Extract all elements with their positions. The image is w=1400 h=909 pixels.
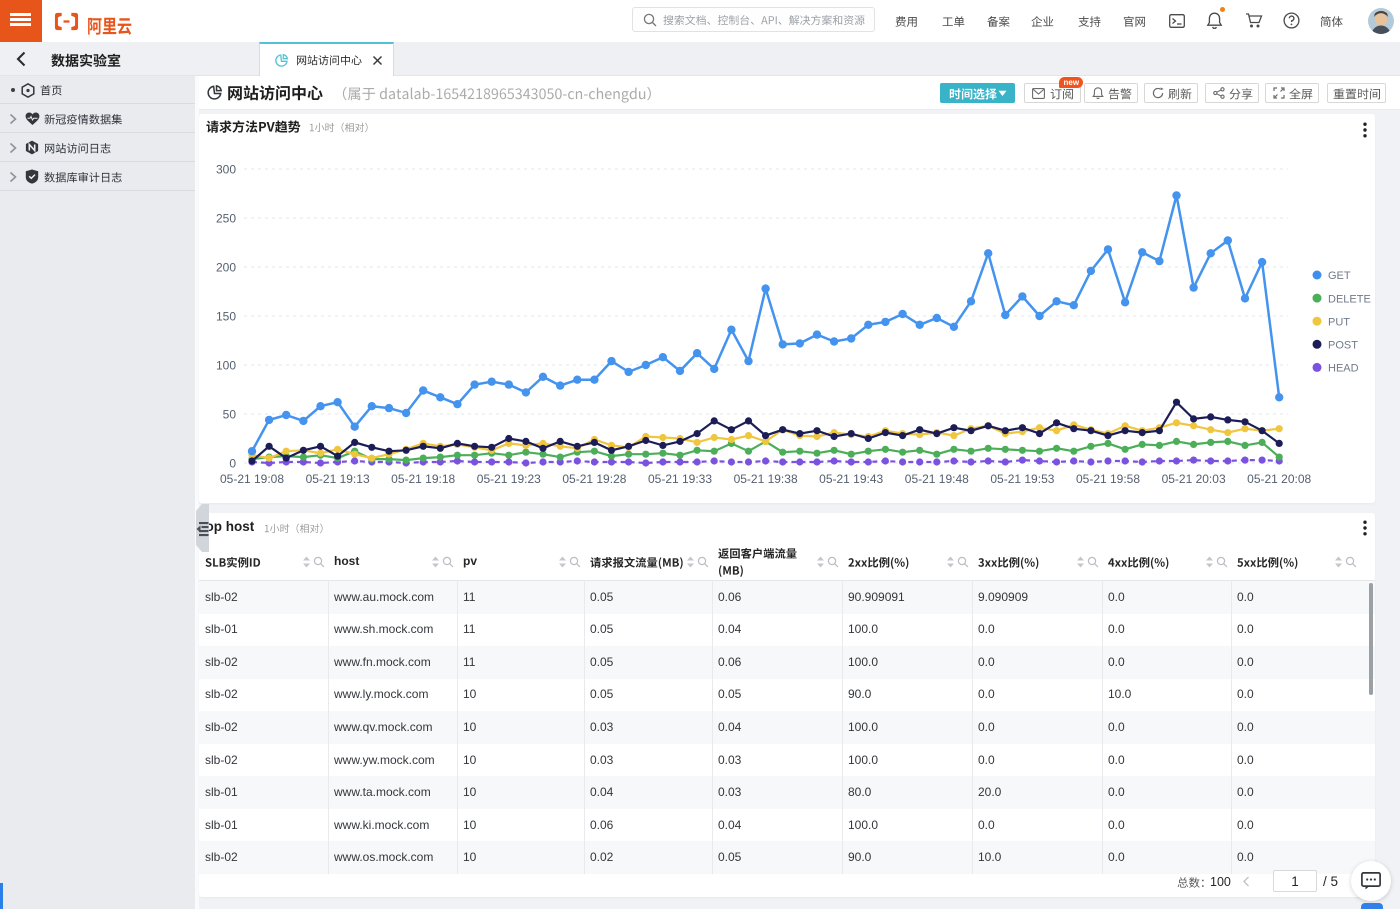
svg-text:PUT: PUT (1328, 316, 1350, 328)
svg-text:300: 300 (216, 163, 236, 177)
svg-text:05-21 19:08: 05-21 19:08 (220, 472, 284, 486)
svg-text:0: 0 (229, 457, 236, 471)
svg-text:05-21 19:23: 05-21 19:23 (477, 472, 541, 486)
svg-text:50: 50 (223, 408, 237, 422)
svg-text:HEAD: HEAD (1328, 363, 1359, 375)
svg-text:05-21 19:33: 05-21 19:33 (648, 472, 712, 486)
svg-text:05-21 19:38: 05-21 19:38 (734, 472, 798, 486)
svg-text:GET: GET (1328, 270, 1351, 282)
svg-text:05-21 19:13: 05-21 19:13 (306, 472, 370, 486)
svg-text:150: 150 (216, 310, 236, 324)
svg-text:05-21 20:03: 05-21 20:03 (1162, 472, 1226, 486)
svg-text:05-21 19:58: 05-21 19:58 (1076, 472, 1140, 486)
svg-text:POST: POST (1328, 340, 1358, 352)
svg-text:05-21 19:18: 05-21 19:18 (391, 472, 455, 486)
svg-text:05-21 20:08: 05-21 20:08 (1247, 472, 1311, 486)
svg-text:200: 200 (216, 261, 236, 275)
svg-text:05-21 19:43: 05-21 19:43 (819, 472, 883, 486)
svg-text:05-21 19:53: 05-21 19:53 (990, 472, 1054, 486)
svg-text:250: 250 (216, 212, 236, 226)
svg-text:05-21 19:48: 05-21 19:48 (905, 472, 969, 486)
svg-text:100: 100 (216, 359, 236, 373)
svg-text:DELETE: DELETE (1328, 293, 1371, 305)
svg-text:05-21 19:28: 05-21 19:28 (562, 472, 626, 486)
